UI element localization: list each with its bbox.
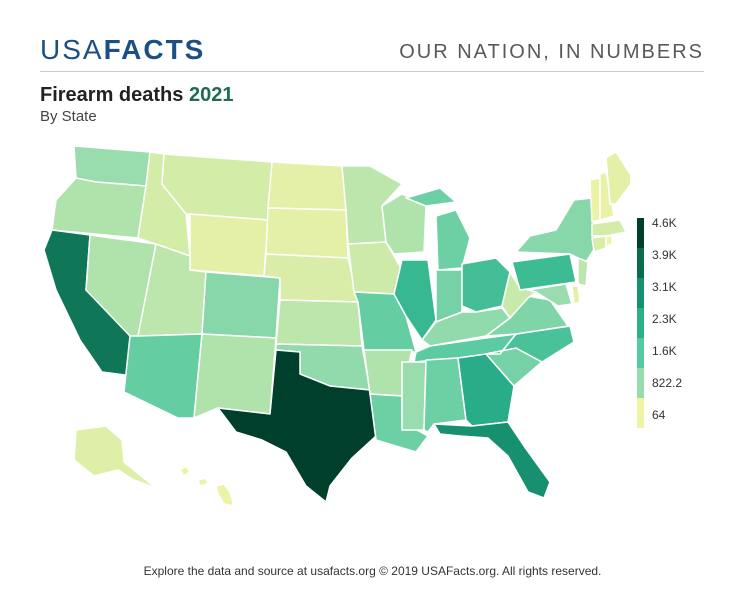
legend-swatch-6 [637,368,644,398]
logo-part-usa: USA [40,34,104,65]
legend-label-3: 3.1K [652,280,677,294]
legend-label-5: 1.6K [652,344,677,358]
legend-swatch-2 [637,248,644,278]
state-CT[interactable] [591,235,607,253]
state-MA[interactable] [591,219,627,237]
legend-swatch-7 [637,398,644,428]
state-AZ[interactable] [123,333,203,419]
chart-title-text: Firearm deaths [40,84,184,106]
us-map [43,145,630,507]
state-NM[interactable] [193,333,277,419]
legend: 4.6K 3.9K 3.1K 2.3K 1.6K 822.2 64 [637,216,717,428]
tagline: OUR NATION, IN NUMBERS [399,41,704,63]
state-MS[interactable] [401,361,427,431]
state-MD[interactable] [527,283,573,307]
legend-label-4: 2.3K [652,312,677,326]
state-KS[interactable] [275,299,363,347]
state-NJ[interactable] [577,257,589,287]
state-TX[interactable] [217,349,377,503]
usafacts-logo[interactable]: USAFACTS [40,36,205,64]
logo-part-facts: FACTS [103,34,206,65]
chart-title-year: 2021 [188,84,234,106]
state-MI[interactable] [405,187,471,271]
legend-swatch-5 [637,338,644,368]
state-SD[interactable] [265,207,349,259]
legend-label-2: 3.9K [652,248,677,262]
chart-subtitle: By State [40,108,97,125]
header-divider [40,71,704,72]
legend-swatch-3 [637,278,644,308]
legend-label-7: 64 [652,408,666,422]
state-VT[interactable] [589,177,601,223]
state-OR[interactable] [51,177,147,239]
state-ND[interactable] [267,161,347,211]
state-NH[interactable] [599,171,615,221]
legend-label-1: 4.6K [652,216,677,230]
legend-swatch-4 [637,308,644,338]
state-HI[interactable] [179,465,235,507]
state-WY[interactable] [189,213,269,277]
state-DE[interactable] [571,285,581,305]
legend-swatch-1 [637,218,644,248]
legend-label-6: 822.2 [652,376,683,390]
state-RI[interactable] [605,235,613,247]
footer-source: Explore the data and source at usafacts.… [143,564,602,578]
state-CO[interactable] [201,271,281,339]
state-PA[interactable] [511,253,577,291]
state-FL[interactable] [433,421,551,499]
state-WI[interactable] [381,193,427,255]
chart-title: Firearm deaths 2021 [40,84,233,106]
state-ME[interactable] [605,151,630,205]
state-AK[interactable] [73,425,157,489]
state-NY[interactable] [515,197,597,263]
